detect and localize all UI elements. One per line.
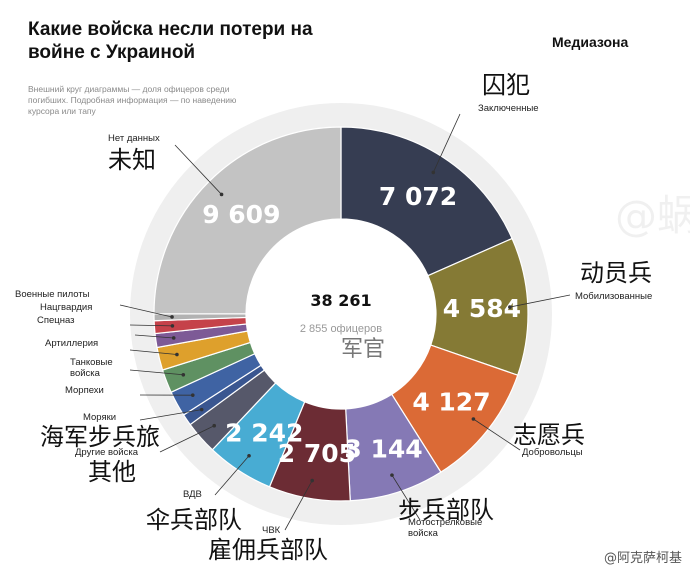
slice-value-label: 4 127	[412, 388, 490, 417]
leader-line	[174, 144, 222, 195]
leader-line	[139, 409, 202, 421]
category-label: Мобилизованные	[575, 291, 652, 302]
translated-label: 未知	[108, 146, 156, 174]
chart-title: Какие войска несли потери на войне с Укр…	[28, 19, 313, 63]
leader-dot	[170, 324, 175, 328]
leader-dot	[171, 336, 176, 340]
leader-line	[284, 480, 313, 531]
category-label: Морпехи	[65, 385, 104, 396]
translated-label: 伞兵部队	[146, 506, 242, 534]
category-label: Заключенные	[478, 103, 539, 114]
translated-label: 步兵部队	[398, 496, 494, 524]
leader-line	[129, 369, 184, 376]
leader-line	[159, 425, 215, 453]
slice-value-label: 3 144	[344, 434, 422, 463]
translated-label: 雇佣兵部队	[208, 536, 328, 564]
leader-dot	[199, 407, 204, 412]
donut-hole	[246, 219, 436, 409]
category-label: Моряки	[83, 412, 116, 423]
category-label: войска	[70, 368, 101, 379]
center-officers-translation: 军官	[341, 337, 385, 362]
slice-value-label: 2 242	[225, 418, 303, 447]
leader-dot	[170, 315, 174, 319]
slice-value-label: 9 609	[202, 200, 280, 229]
category-label: Добровольцы	[522, 447, 583, 458]
category-label: Военные пилоты	[15, 289, 90, 300]
leader-line	[129, 349, 177, 355]
category-label: Другие войска	[75, 447, 139, 458]
category-label: войска	[408, 528, 439, 539]
translated-label: 志愿兵	[513, 421, 585, 449]
category-label: ВДВ	[183, 489, 202, 500]
leader-dot	[390, 473, 394, 477]
leader-dot	[219, 192, 224, 197]
center-total: 38 261	[310, 291, 371, 310]
category-label: Артиллерия	[45, 338, 98, 349]
leader-line	[432, 113, 461, 173]
slice-value-label: 7 072	[379, 182, 457, 211]
center-officers: 2 855 офицеров	[300, 323, 382, 335]
translated-label: 其他	[88, 458, 136, 486]
translated-label: 海军步兵旅	[40, 423, 160, 451]
slice-value-label: 4 584	[443, 294, 521, 323]
leader-line	[214, 455, 250, 496]
category-label: Нацгвардия	[40, 302, 92, 313]
leader-dot	[508, 305, 512, 309]
leader-dot	[310, 478, 314, 483]
corner-watermark: @阿克萨柯基	[603, 551, 682, 566]
leader-dot	[471, 417, 476, 421]
category-label: Танковые	[70, 357, 113, 368]
leader-dot	[190, 393, 195, 397]
leader-lines	[119, 113, 571, 531]
category-label: Спецназ	[37, 315, 75, 326]
leader-line	[509, 294, 571, 308]
leader-line	[473, 418, 521, 451]
category-label: Нет данных	[108, 133, 160, 144]
leader-dot	[175, 352, 179, 357]
category-label: ЧВК	[262, 525, 281, 536]
leader-line	[391, 474, 421, 521]
watermark-text: @蜗牛柯基	[615, 191, 690, 240]
leader-line	[119, 304, 173, 318]
leader-dot	[181, 372, 186, 377]
leader-dot	[431, 170, 436, 175]
leader-line	[129, 324, 173, 327]
leader-dot	[247, 453, 251, 458]
chart-note: Внешний круг диаграммы — доля офицеров с…	[28, 84, 237, 116]
brand-logo[interactable]: Медиазона	[552, 34, 629, 50]
category-label: Мотострелковые	[408, 517, 482, 528]
leader-line	[134, 334, 174, 339]
leader-dot	[212, 423, 217, 428]
translated-label: 动员兵	[580, 259, 652, 287]
category-labels: Заключенные Мобилизованные Добровольцы Мото…	[15, 103, 652, 539]
translated-label: 囚犯	[482, 71, 530, 99]
slice-value-label: 2 705	[278, 439, 356, 468]
